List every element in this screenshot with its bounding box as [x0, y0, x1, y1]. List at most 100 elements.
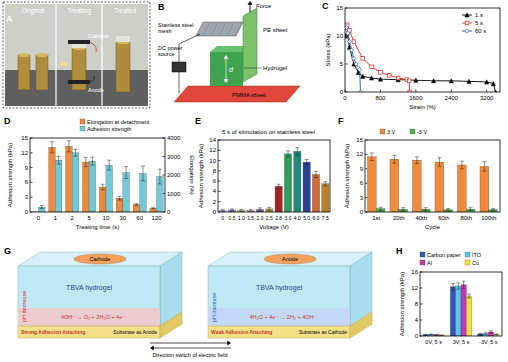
electrode	[74, 254, 126, 264]
legend-label: 5 s	[475, 20, 483, 26]
y-tick-label: 6	[360, 180, 364, 186]
x-tick-label: 3V, 5 s	[453, 339, 470, 345]
y2-tick-label: 3000	[167, 154, 181, 160]
marker	[388, 73, 392, 77]
adhesion-label: Weak Adhesion Attaching	[211, 329, 272, 335]
y-tick-label: 15	[21, 135, 28, 141]
y-tick-label: 12	[356, 151, 363, 157]
panel-letter: C	[322, 1, 329, 11]
x-tick-label: 0V, 5 s	[425, 339, 442, 345]
bar	[312, 174, 319, 212]
ph-label: pH increase	[211, 293, 217, 322]
gel-label: TBVA hydrogel	[256, 284, 303, 292]
marker	[370, 65, 374, 69]
x-tick-label: -3V, 5 s	[479, 339, 498, 345]
y-axis-label: Adhesion strength (kPa)	[399, 272, 405, 336]
y-tick-label: 9	[360, 166, 364, 172]
y-tick-label: 15	[356, 137, 363, 143]
error-bar	[73, 149, 77, 156]
switch-arrow	[153, 348, 231, 349]
x-tick-label: 3.0	[285, 215, 292, 221]
legend-swatch	[80, 119, 85, 124]
bar	[294, 151, 301, 212]
y-tick-label: 15	[336, 5, 343, 11]
x-tick-label: 2.5	[266, 215, 273, 221]
error-bar	[424, 208, 428, 211]
error-bar	[401, 208, 405, 211]
marker	[354, 62, 358, 66]
power-label: DC powersource	[158, 45, 183, 57]
legend-label: Al	[427, 260, 432, 266]
marker	[361, 74, 365, 78]
marker	[449, 79, 453, 83]
stage-label: Treating	[67, 7, 91, 15]
error-bar	[118, 196, 122, 200]
error-bar	[249, 209, 253, 211]
x-tick-label: 7.5	[322, 215, 329, 221]
error-bar	[451, 284, 455, 290]
y-tick-label: 0	[415, 333, 419, 339]
x-tick-label: 100th	[481, 215, 496, 221]
chart: 03691215Adhesion strength (kPa)Cycle1st2…	[344, 129, 500, 230]
error-bar	[314, 171, 318, 177]
arrow-head	[227, 341, 231, 346]
marker	[352, 56, 356, 60]
bar	[456, 286, 461, 336]
x-tick-label: 80th	[460, 215, 472, 221]
panel-letter: F	[338, 116, 344, 126]
x-tick-label: 2.0	[257, 215, 264, 221]
cylinder-top	[36, 53, 48, 57]
marker	[345, 26, 348, 30]
wire	[90, 76, 95, 82]
mesh-line	[211, 22, 218, 36]
error-bar	[277, 184, 281, 188]
bar	[275, 186, 282, 212]
panel-letter: G	[4, 246, 11, 256]
y-tick-label: 0	[213, 209, 217, 215]
y-tick-label: 4	[415, 317, 419, 323]
power-source	[172, 62, 186, 72]
marker	[407, 79, 411, 83]
y-tick-label: 10	[209, 158, 216, 164]
legend-label: ITO	[472, 252, 482, 258]
hydrogel-label: Hydrogel	[263, 65, 287, 71]
series-line	[345, 25, 361, 92]
y-tick-label: 12	[21, 150, 28, 156]
plot-area	[367, 153, 497, 212]
x-tick-label: 2.8	[275, 215, 282, 221]
y-tick-label: 12	[209, 147, 216, 153]
bar	[106, 165, 113, 212]
steel-mesh	[196, 22, 243, 36]
plot-area	[33, 141, 163, 212]
error-bar	[429, 334, 433, 336]
error-bar	[467, 294, 471, 298]
error-bar	[230, 209, 234, 211]
x-tick-label: 2400	[445, 95, 459, 101]
legend-swatch	[80, 126, 85, 131]
y-tick-label: 5	[340, 61, 344, 67]
x-tick-label: 10	[103, 215, 110, 221]
error-bar	[151, 208, 155, 209]
error-bar	[90, 157, 94, 165]
error-bar	[462, 281, 466, 288]
error-bar	[50, 142, 54, 153]
ph-label: pH decrease	[21, 291, 27, 322]
gel-front	[18, 266, 160, 326]
x-tick-label: 120	[152, 215, 163, 221]
legend-swatch	[380, 129, 385, 134]
x-axis-label: Strain (%)	[409, 104, 436, 110]
marker	[378, 77, 382, 81]
legend-swatch	[420, 252, 425, 257]
error-bar	[469, 208, 473, 211]
marker	[350, 48, 354, 52]
x-tick-label: 60	[136, 215, 143, 221]
x-tick-label: 0	[343, 95, 347, 101]
series-line	[345, 25, 410, 92]
error-bar	[84, 157, 88, 166]
y-axis-label: Stress (kPa)	[325, 33, 331, 66]
mesh-line	[235, 22, 242, 36]
arrow-head	[224, 55, 229, 59]
marker	[414, 78, 418, 82]
x-tick-label: 6.0	[313, 215, 320, 221]
electrode-label: Cathode	[90, 256, 111, 262]
